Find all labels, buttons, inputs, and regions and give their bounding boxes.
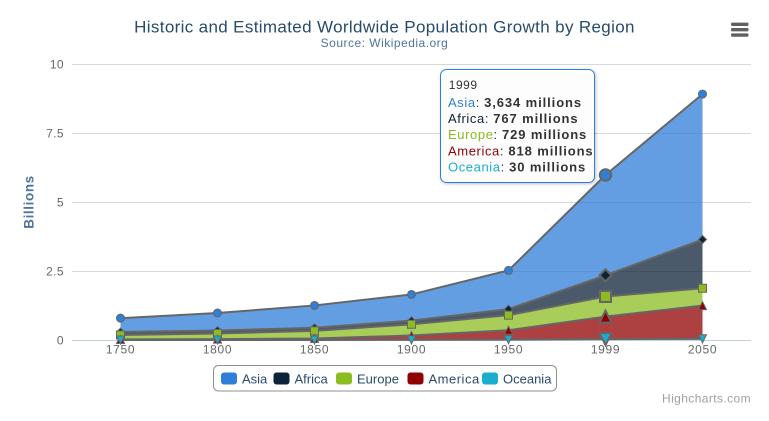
svg-text:Oceania: 30 millions: Oceania: 30 millions (448, 160, 586, 175)
svg-text:1750: 1750 (106, 343, 135, 357)
svg-text:Historic and Estimated Worldwi: Historic and Estimated Worldwide Populat… (134, 18, 635, 37)
svg-text:Africa: Africa (295, 372, 329, 387)
svg-text:0: 0 (57, 334, 64, 348)
svg-text:Billions: Billions (22, 175, 37, 229)
svg-text:America: 818 millions: America: 818 millions (448, 144, 594, 159)
svg-text:5: 5 (57, 196, 64, 210)
svg-text:Africa: 767 millions: Africa: 767 millions (448, 111, 579, 126)
svg-text:1999: 1999 (591, 343, 620, 357)
svg-text:2050: 2050 (688, 343, 717, 357)
svg-text:Highcharts.com: Highcharts.com (662, 392, 751, 406)
svg-text:Source: Wikipedia.org: Source: Wikipedia.org (321, 36, 449, 50)
svg-text:1800: 1800 (203, 343, 232, 357)
svg-text:7.5: 7.5 (46, 127, 64, 141)
svg-text:Asia: 3,634 millions: Asia: 3,634 millions (448, 95, 582, 110)
svg-text:10: 10 (50, 58, 64, 72)
svg-text:2.5: 2.5 (46, 265, 64, 279)
svg-text:1999: 1999 (449, 78, 478, 92)
svg-text:1950: 1950 (494, 343, 523, 357)
svg-text:1900: 1900 (397, 343, 426, 357)
svg-text:Asia: Asia (242, 372, 268, 387)
svg-text:Europe: 729 millions: Europe: 729 millions (448, 127, 587, 142)
svg-text:Oceania: Oceania (503, 372, 552, 387)
svg-text:America: America (429, 372, 480, 387)
svg-text:1850: 1850 (300, 343, 329, 357)
svg-text:Europe: Europe (357, 372, 399, 387)
